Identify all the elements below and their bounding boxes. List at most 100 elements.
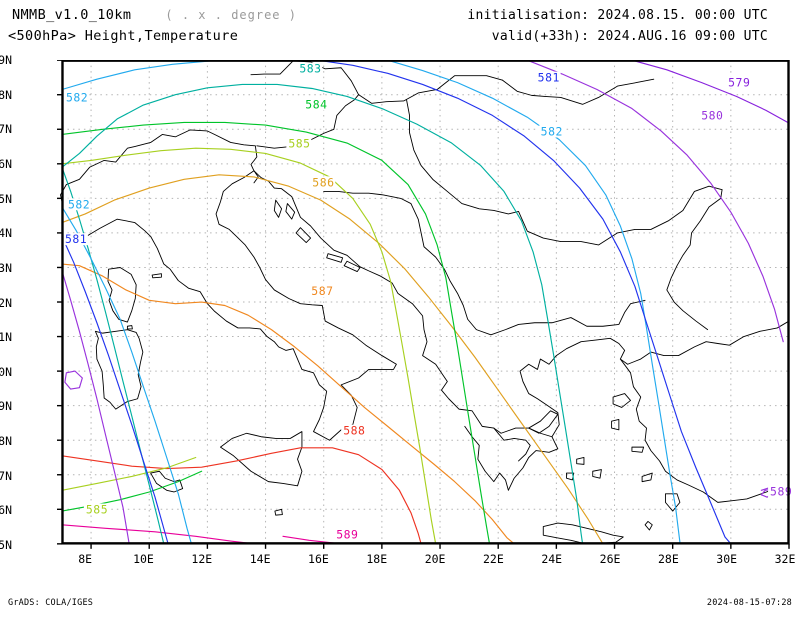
contour-line-585L (61, 456, 197, 491)
contour-line-585 (61, 147, 437, 545)
coastline-path (664, 493, 681, 512)
coastline-path (566, 472, 575, 481)
coastline-path (666, 189, 723, 331)
valid-time: valid(+33h): 2024.AUG.16 09:00 UTC (491, 29, 768, 44)
coastline-path (323, 190, 646, 336)
coastline-path (542, 522, 624, 545)
contour-line-582W (61, 206, 193, 545)
contour-line-583 (61, 83, 584, 545)
contour-lines (61, 60, 790, 545)
contour-label: 584 (305, 98, 327, 112)
header-field-line: <500hPa> Height,Temperature (8, 28, 239, 44)
grads-credit: GrADS: COLA/IGES (8, 598, 94, 608)
coastline-path (273, 199, 283, 218)
contour-label-bg (303, 98, 329, 111)
contour-line-580low (64, 370, 83, 390)
contour-label: 582 (68, 197, 90, 211)
contour-label: 579 (728, 76, 750, 90)
contour-label-bg (297, 62, 323, 75)
contour-label-bg (83, 503, 109, 516)
x-axis-tick-label: 14E (249, 552, 271, 566)
contour-line-589 (61, 524, 377, 545)
coastline-path (295, 227, 312, 244)
coastline-path (619, 358, 790, 503)
y-axis-tick-label: 46N (0, 156, 12, 171)
contour-label: 589 (336, 527, 358, 541)
contour-label-bg (538, 125, 564, 138)
contour-label: 586 (312, 175, 334, 189)
contour-label: 585 (86, 502, 108, 516)
contour-label-bg (334, 528, 360, 541)
contour-label-bg (341, 424, 367, 437)
coastline-path (78, 170, 397, 441)
contour-label-bg (63, 91, 89, 104)
contour-label-bg (286, 137, 312, 150)
contour-label-bg (65, 198, 91, 211)
x-axis-tick-label: 8E (78, 552, 93, 566)
contour-line-584 (61, 121, 491, 545)
contour-line-581 (317, 60, 732, 545)
x-axis-tick-label: 32E (774, 552, 796, 566)
contour-label-bg (726, 76, 752, 89)
x-axis-tick-label: 26E (599, 552, 621, 566)
frame-border (61, 60, 790, 545)
contour-line-586 (61, 174, 604, 545)
grid-lines (61, 60, 790, 544)
y-axis-tick-label: 42N (0, 295, 12, 310)
coastline-path (612, 393, 631, 408)
coastline-path (274, 508, 283, 516)
y-axis-tick-label: 48N (0, 87, 12, 102)
x-axis-tick-label: 22E (483, 552, 504, 566)
coastline-path (151, 273, 162, 279)
y-axis-tick-label: 47N (0, 122, 12, 137)
x-axis-tick-label: 16E (308, 552, 329, 566)
y-axis-tick-label: 38N (0, 434, 12, 449)
render-timestamp: 2024-08-15-07:28 (706, 598, 792, 608)
coastline-path (611, 419, 620, 431)
coastline-path (644, 520, 653, 531)
model-name: NMMB_v1.0_10km (12, 7, 132, 23)
contour-label-bg (310, 176, 336, 189)
x-axis-tick-label: 18E (366, 552, 388, 566)
contour-line-582b (387, 60, 681, 543)
contour-label: 581 (538, 71, 560, 85)
coastline-path (502, 78, 655, 105)
contour-line-582 (61, 60, 246, 91)
y-axis-tick-label: 39N (0, 399, 12, 414)
coastline-path (493, 427, 531, 462)
coastline-path (641, 472, 653, 483)
y-axis-tick-label: 35N (0, 538, 12, 552)
contour-label-bg (62, 233, 88, 246)
plot-frame (56, 60, 790, 549)
y-axis-tick-label: 45N (0, 191, 12, 206)
coastline-path (256, 94, 360, 149)
coastline-path (343, 260, 361, 273)
y-axis-tick-label: 44N (0, 226, 12, 241)
coastline-path (253, 170, 559, 491)
coastline-path (94, 329, 144, 410)
contour-labels: 583 584 585 586 587 588 589 581 582 579 580 582 582 5… (62, 62, 791, 541)
x-axis-tick-label: 20E (424, 552, 446, 566)
coastline-path (592, 469, 602, 479)
contour-label: 585 (288, 136, 310, 150)
coastline-path (528, 410, 559, 434)
y-axis-tick-label: 37N (0, 468, 12, 483)
contour-line-580 (526, 60, 784, 343)
y-axis-tick-label: 49N (0, 53, 12, 67)
x-axis-tick-label: 24E (541, 552, 563, 566)
contour-label: 580 (701, 109, 723, 123)
contour-line-583L (61, 166, 165, 545)
coastline-path (326, 253, 344, 263)
contour-label: 582 (541, 124, 563, 138)
x-axis-tick-label: 28E (657, 552, 679, 566)
coastline-path (285, 203, 296, 220)
coastline-path (406, 99, 723, 246)
coastline-path (519, 320, 790, 438)
coastline-path (60, 129, 258, 230)
y-axis-tick-label: 41N (0, 330, 12, 345)
header-model-line: NMMB_v1.0_10km ( . x . degree ) (12, 7, 297, 23)
contour-label: 587 (311, 284, 333, 298)
coastline-path (220, 431, 303, 487)
contour-label: 589 (770, 484, 791, 498)
contour-line-581W (61, 235, 169, 545)
